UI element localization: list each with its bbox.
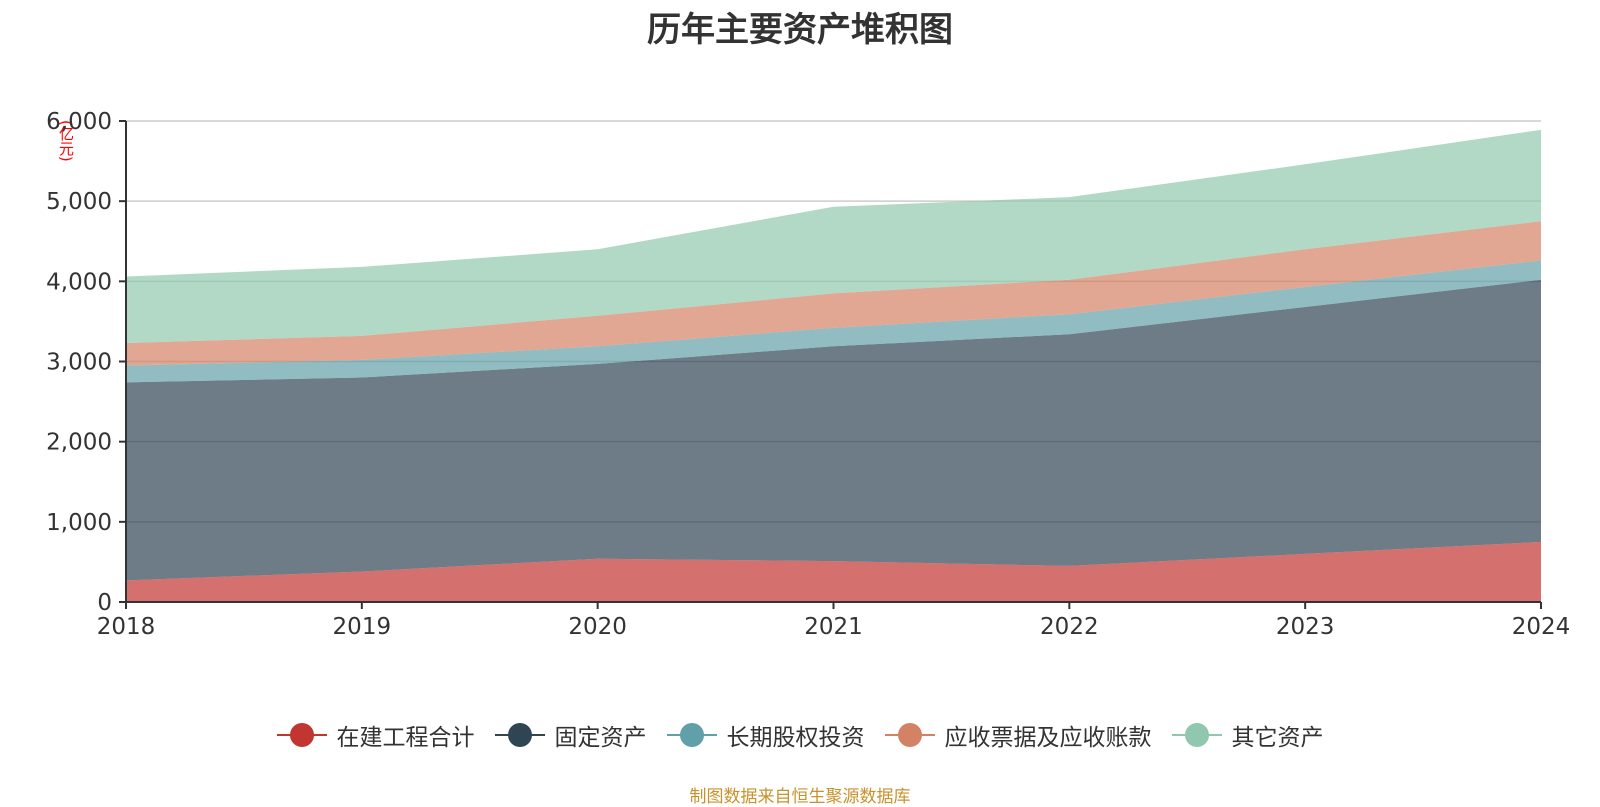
axes: 0 1,000 2,000 3,000 4,000 5,000 6,000 2018 2019 2…	[46, 109, 1570, 640]
y-tick-label: 0	[97, 590, 112, 616]
y-tick-label: 3,000	[46, 350, 112, 376]
legend-label: 应收票据及应收账款	[944, 725, 1152, 751]
x-tick-label: 2023	[1276, 614, 1335, 640]
y-tick-label: 1,000	[46, 510, 112, 536]
y-tick-label: 2,000	[46, 430, 112, 456]
legend-item-0[interactable]: 在建工程合计	[276, 718, 475, 752]
legend-marker-icon	[1171, 722, 1222, 748]
area-series-2	[126, 260, 1541, 383]
legend-label: 在建工程合计	[336, 725, 475, 751]
legend-label: 固定资产	[554, 725, 647, 751]
legend-marker-icon	[666, 722, 717, 748]
area-series-4	[126, 129, 1541, 344]
legend-item-3[interactable]: 应收票据及应收账款	[884, 718, 1152, 752]
x-tick-label: 2018	[97, 614, 156, 640]
legend-marker-icon	[276, 722, 327, 748]
chart-title: 历年主要资产堆积图	[647, 10, 953, 50]
legend: 在建工程合计 固定资产 长期股权投资 应收票据及应收账款 其它资产	[0, 718, 1600, 752]
legend-item-2[interactable]: 长期股权投资	[666, 718, 865, 752]
data-source-note: 制图数据来自恒生聚源数据库	[689, 787, 911, 807]
y-tick-label: 4,000	[46, 269, 112, 295]
x-tick-label: 2024	[1512, 614, 1571, 640]
y-axis-unit-label: (亿元)	[57, 120, 75, 162]
x-tick-label: 2021	[804, 614, 863, 640]
legend-item-1[interactable]: 固定资产	[494, 718, 647, 752]
x-tick-label: 2022	[1040, 614, 1099, 640]
legend-label: 长期股权投资	[726, 725, 865, 751]
x-tick-label: 2020	[568, 614, 627, 640]
legend-label: 其它资产	[1231, 725, 1324, 751]
legend-marker-icon	[494, 722, 545, 748]
y-tick-label: 6,000	[46, 109, 112, 135]
legend-marker-icon	[884, 722, 935, 748]
area-series-1	[126, 279, 1541, 581]
legend-item-4[interactable]: 其它资产	[1171, 718, 1324, 752]
x-tick-label: 2019	[333, 614, 392, 640]
area-series	[126, 129, 1541, 602]
y-tick-label: 5,000	[46, 189, 112, 215]
area-series-0	[126, 541, 1541, 602]
